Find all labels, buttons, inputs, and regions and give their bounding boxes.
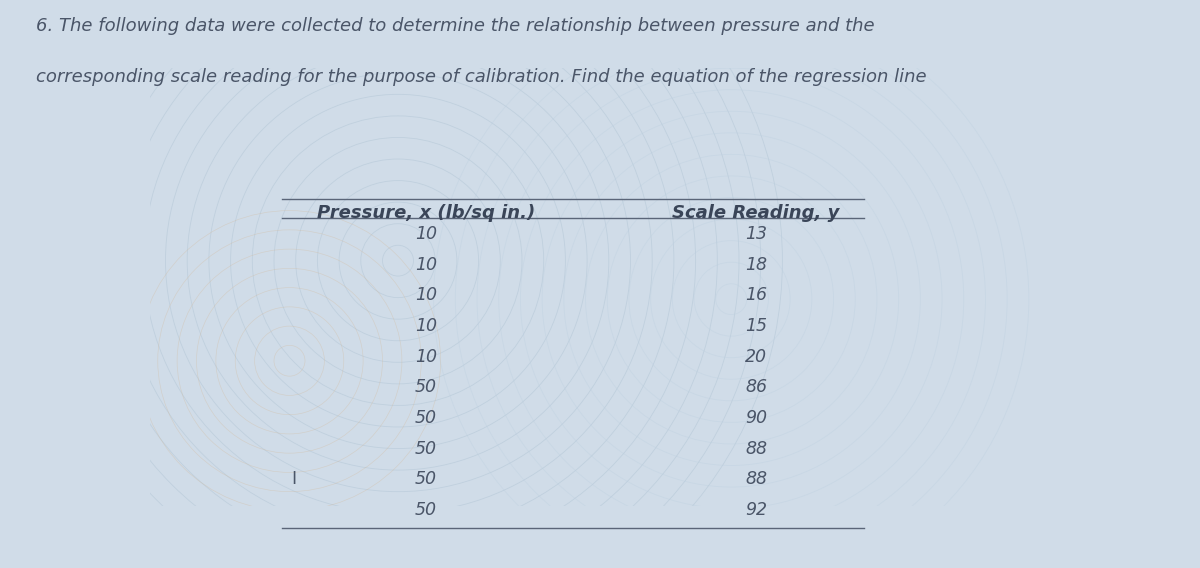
Text: 13: 13 — [745, 225, 767, 243]
Text: 88: 88 — [745, 440, 767, 458]
Text: 15: 15 — [745, 317, 767, 335]
Text: I: I — [292, 470, 296, 488]
Text: 10: 10 — [415, 317, 437, 335]
Text: 50: 50 — [415, 501, 437, 519]
Text: 20: 20 — [745, 348, 767, 366]
Text: Scale Reading, y: Scale Reading, y — [672, 204, 840, 223]
Text: 10: 10 — [415, 256, 437, 274]
Text: 10: 10 — [415, 225, 437, 243]
Text: 6. The following data were collected to determine the relationship between press: 6. The following data were collected to … — [36, 17, 875, 35]
Text: 16: 16 — [745, 286, 767, 304]
Text: corresponding scale reading for the purpose of calibration. Find the equation of: corresponding scale reading for the purp… — [36, 68, 926, 86]
Text: 50: 50 — [415, 409, 437, 427]
Text: 86: 86 — [745, 378, 767, 396]
Text: 10: 10 — [415, 286, 437, 304]
Text: 10: 10 — [415, 348, 437, 366]
Text: 50: 50 — [415, 378, 437, 396]
Text: 92: 92 — [745, 501, 767, 519]
Text: 18: 18 — [745, 256, 767, 274]
Text: Pressure, x (lb/sq in.): Pressure, x (lb/sq in.) — [317, 204, 535, 223]
Text: 50: 50 — [415, 440, 437, 458]
Text: 88: 88 — [745, 470, 767, 488]
Text: 50: 50 — [415, 470, 437, 488]
Text: 90: 90 — [745, 409, 767, 427]
